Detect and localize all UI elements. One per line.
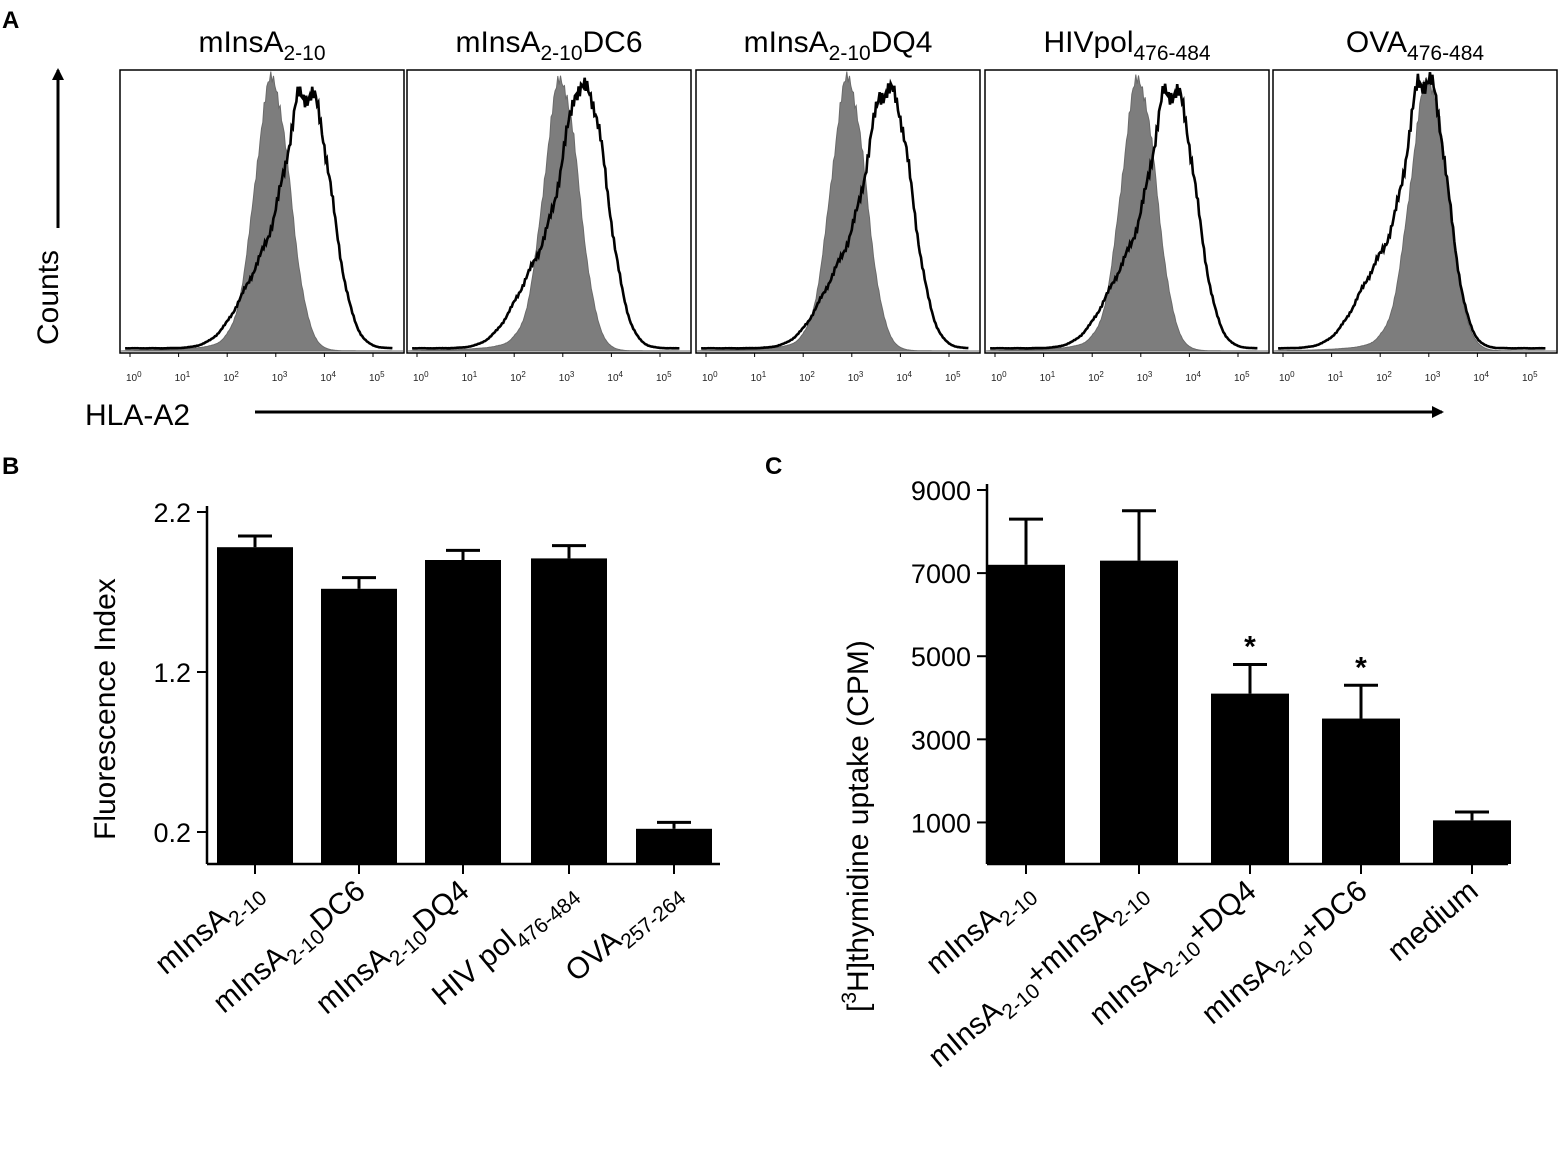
significance-star: * [1355,651,1367,684]
histogram-x-tick-label: 102 [799,370,815,384]
bar [636,828,712,864]
histogram-x-tick-label: 102 [223,370,239,384]
histogram-x-tick-label: 105 [1234,370,1250,384]
histogram-x-tick-label: 102 [1088,370,1104,384]
peptide-histogram-line [990,83,1258,350]
histogram-x-tick-label: 105 [369,370,385,384]
histogram-panel: mInsA2-10 100 101 102 103 104 105 [119,26,405,384]
histogram-x-tick-label: 101 [751,370,767,384]
panel-a-histograms: mInsA2-10 100 101 102 103 104 105 mInsA2-10DC6 1… [119,26,1558,384]
histogram-title: mInsA2-10 [198,26,325,65]
hla-a2-axis-label: HLA-A2 [85,399,190,432]
histogram-title: HIVpol476-484 [1043,26,1210,65]
y-tick-label: 1000 [911,808,971,838]
histogram-panel: mInsA2-10DQ4 100 101 102 103 104 105 [695,26,981,384]
peptide-histogram-line [412,77,680,350]
bar [1322,718,1400,864]
histogram-x-tick-label: 105 [656,370,672,384]
isotype-control-histogram [696,71,979,352]
panel-c-bar-chart: 10003000500070009000mInsA2-10mInsA2-10+m… [838,476,1511,1074]
counts-axis-label: Counts [32,250,65,345]
y-tick-label: 3000 [911,725,971,755]
histogram-x-tick-label: 101 [462,370,478,384]
isotype-control-histogram [1273,77,1556,352]
bar [321,588,397,864]
panel-label-b: B [2,453,19,480]
histogram-x-tick-label: 100 [702,370,718,384]
y-tick-label: 0.2 [153,818,191,848]
histogram-x-tick-label: 100 [413,370,429,384]
bar [1433,820,1511,864]
y-tick-label: 2.2 [153,498,191,528]
isotype-control-histogram [985,74,1268,352]
peptide-histogram-line [1278,72,1546,350]
histogram-x-tick-label: 102 [510,370,526,384]
y-tick-label: 9000 [911,476,971,506]
histogram-x-tick-label: 105 [1522,370,1538,384]
peptide-histogram-line [125,86,393,350]
histogram-x-tick-label: 101 [1040,370,1056,384]
histogram-panel: OVA476-484 100 101 102 103 104 105 [1272,26,1558,384]
category-label: medium [1382,874,1485,968]
bar [1100,560,1178,864]
bar [217,547,293,864]
histogram-x-tick-label: 104 [607,370,623,384]
peptide-histogram-line [701,78,969,350]
histogram-x-tick-label: 105 [945,370,961,384]
y-tick-label: 5000 [911,642,971,672]
histogram-title: OVA476-484 [1346,26,1485,65]
histogram-panel: mInsA2-10DC6 100 101 102 103 104 105 [406,26,692,384]
panel-b-bar-chart: 0.21.22.2mInsA2-10mInsA2-10DC6mInsA2-10D… [89,498,720,1021]
y-tick-label: 1.2 [153,658,191,688]
histogram-x-tick-label: 104 [1473,370,1489,384]
histogram-x-tick-label: 103 [1425,370,1441,384]
isotype-control-histogram [407,75,690,352]
histogram-x-tick-label: 104 [896,370,912,384]
histogram-x-tick-label: 103 [1137,370,1153,384]
histogram-title: mInsA2-10DQ4 [744,26,933,65]
y-axis-title: [3H]thymidine uptake (CPM) [838,640,875,1012]
bar [1211,693,1289,864]
histogram-x-tick-label: 104 [1185,370,1201,384]
y-tick-label: 7000 [911,559,971,589]
histogram-x-tick-label: 103 [848,370,864,384]
panel-label-a: A [2,7,19,34]
histogram-x-tick-label: 104 [320,370,336,384]
histogram-x-tick-label: 103 [272,370,288,384]
panel-label-c: C [765,453,782,480]
histogram-panel: HIVpol476-484 100 101 102 103 104 105 [984,26,1270,384]
significance-star: * [1244,631,1256,664]
histogram-x-tick-label: 100 [126,370,142,384]
histogram-x-tick-label: 100 [1279,370,1295,384]
histogram-title: mInsA2-10DC6 [455,26,642,65]
bar [987,564,1065,864]
histogram-x-tick-label: 102 [1376,370,1392,384]
histogram-x-tick-label: 101 [175,370,191,384]
y-axis-title: Fluorescence Index [89,578,122,840]
bar [425,560,501,864]
histogram-x-tick-label: 103 [559,370,575,384]
isotype-control-histogram [120,71,403,352]
category-label: OVA257-264 [559,874,690,993]
bar [531,558,607,864]
histogram-x-tick-label: 101 [1328,370,1344,384]
histogram-x-tick-label: 100 [991,370,1007,384]
